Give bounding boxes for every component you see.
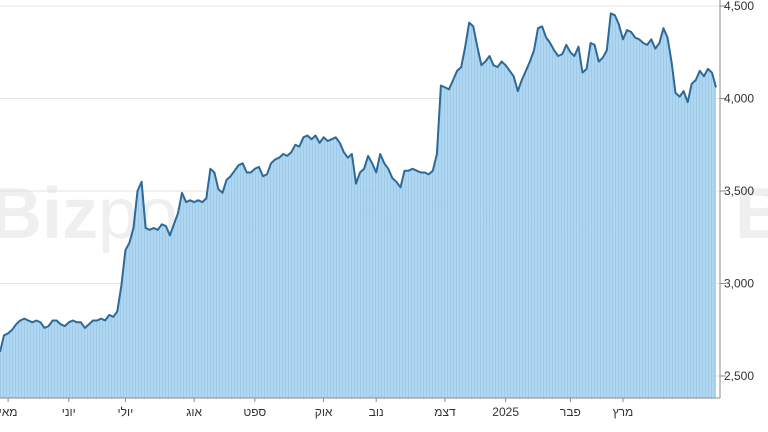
x-axis: מאי יוני יולי אוג ספט אוק נוב דצמ 2025 פבר מרץ [0,397,720,419]
x-tick-label: יולי [118,405,134,419]
watermark-bold-text: Biz [0,174,98,254]
y-tick-label: 4,500 [724,0,754,13]
x-tick-label: ספט [243,405,266,419]
svg-text:Biz: Biz [735,174,768,254]
x-tick-label: אוק [315,405,333,419]
x-tick-label: פבר [560,405,581,419]
x-tick-label: נוב [369,405,384,419]
x-tick-label: 2025 [492,405,519,419]
y-tick-label: 4,000 [724,92,754,106]
x-tick-label: דצמ [434,405,456,419]
y-tick-label: 2,500 [724,369,754,383]
x-tick-label: מרץ [613,405,634,419]
y-tick-label: 3,000 [724,277,754,291]
x-tick-label: אוג [186,405,202,419]
x-tick-label: יוני [62,405,76,419]
series-area [0,13,716,398]
series-line [0,12,717,353]
y-tick-label: 3,500 [724,184,754,198]
watermark-bold-text: Biz [735,174,768,254]
x-tick-label: מאי [0,405,18,419]
y-axis: 4,500 4,000 3,500 3,000 2,500 [719,0,754,398]
